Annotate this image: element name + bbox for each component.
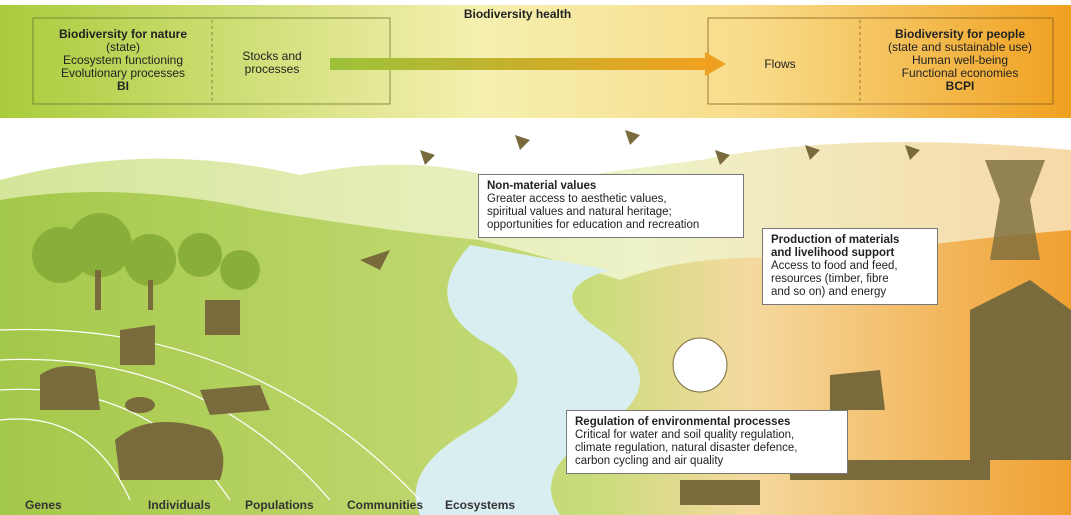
left-block: Biodiversity for nature(state)Ecosystem … — [33, 28, 213, 93]
scale-label: Individuals — [148, 498, 211, 512]
flows-label: Flows — [740, 58, 820, 71]
scale-label: Communities — [347, 498, 423, 512]
box-title: Non-material values — [487, 180, 735, 193]
scale-label: Genes — [25, 498, 62, 512]
text-line: BI — [33, 80, 213, 93]
text-line: resources (timber, fibre — [771, 273, 929, 286]
box-text: Greater access to aesthetic values,spiri… — [487, 193, 735, 232]
box-text: Access to food and feed,resources (timbe… — [771, 260, 929, 299]
text-line: carbon cycling and air quality — [575, 455, 839, 468]
text-line: Production of materials — [771, 234, 929, 247]
box-text: Critical for water and soil quality regu… — [575, 429, 839, 468]
scale-label: Ecosystems — [445, 498, 515, 512]
text-line: Access to food and feed, — [771, 260, 929, 273]
text-line: climate regulation, natural disaster def… — [575, 442, 839, 455]
text-line: opportunities for education and recreati… — [487, 219, 735, 232]
text-line: processes — [212, 63, 332, 76]
text-line: and so on) and energy — [771, 286, 929, 299]
non-material-box: Non-material values Greater access to ae… — [478, 174, 744, 238]
regulation-box: Regulation of environmental processes Cr… — [566, 410, 848, 474]
header-title: Biodiversity health — [330, 8, 705, 21]
text-line: Greater access to aesthetic values, — [487, 193, 735, 206]
scale-label: Populations — [245, 498, 314, 512]
diagram: Biodiversity health Biodiversity for nat… — [0, 0, 1071, 515]
text-line: and livelihood support — [771, 247, 929, 260]
text-line: spiritual values and natural heritage; — [487, 206, 735, 219]
text-line: Critical for water and soil quality regu… — [575, 429, 839, 442]
right-block: Biodiversity for people(state and sustai… — [860, 28, 1060, 93]
text-line: BCPI — [860, 80, 1060, 93]
box-title: Regulation of environmental processes — [575, 416, 839, 429]
